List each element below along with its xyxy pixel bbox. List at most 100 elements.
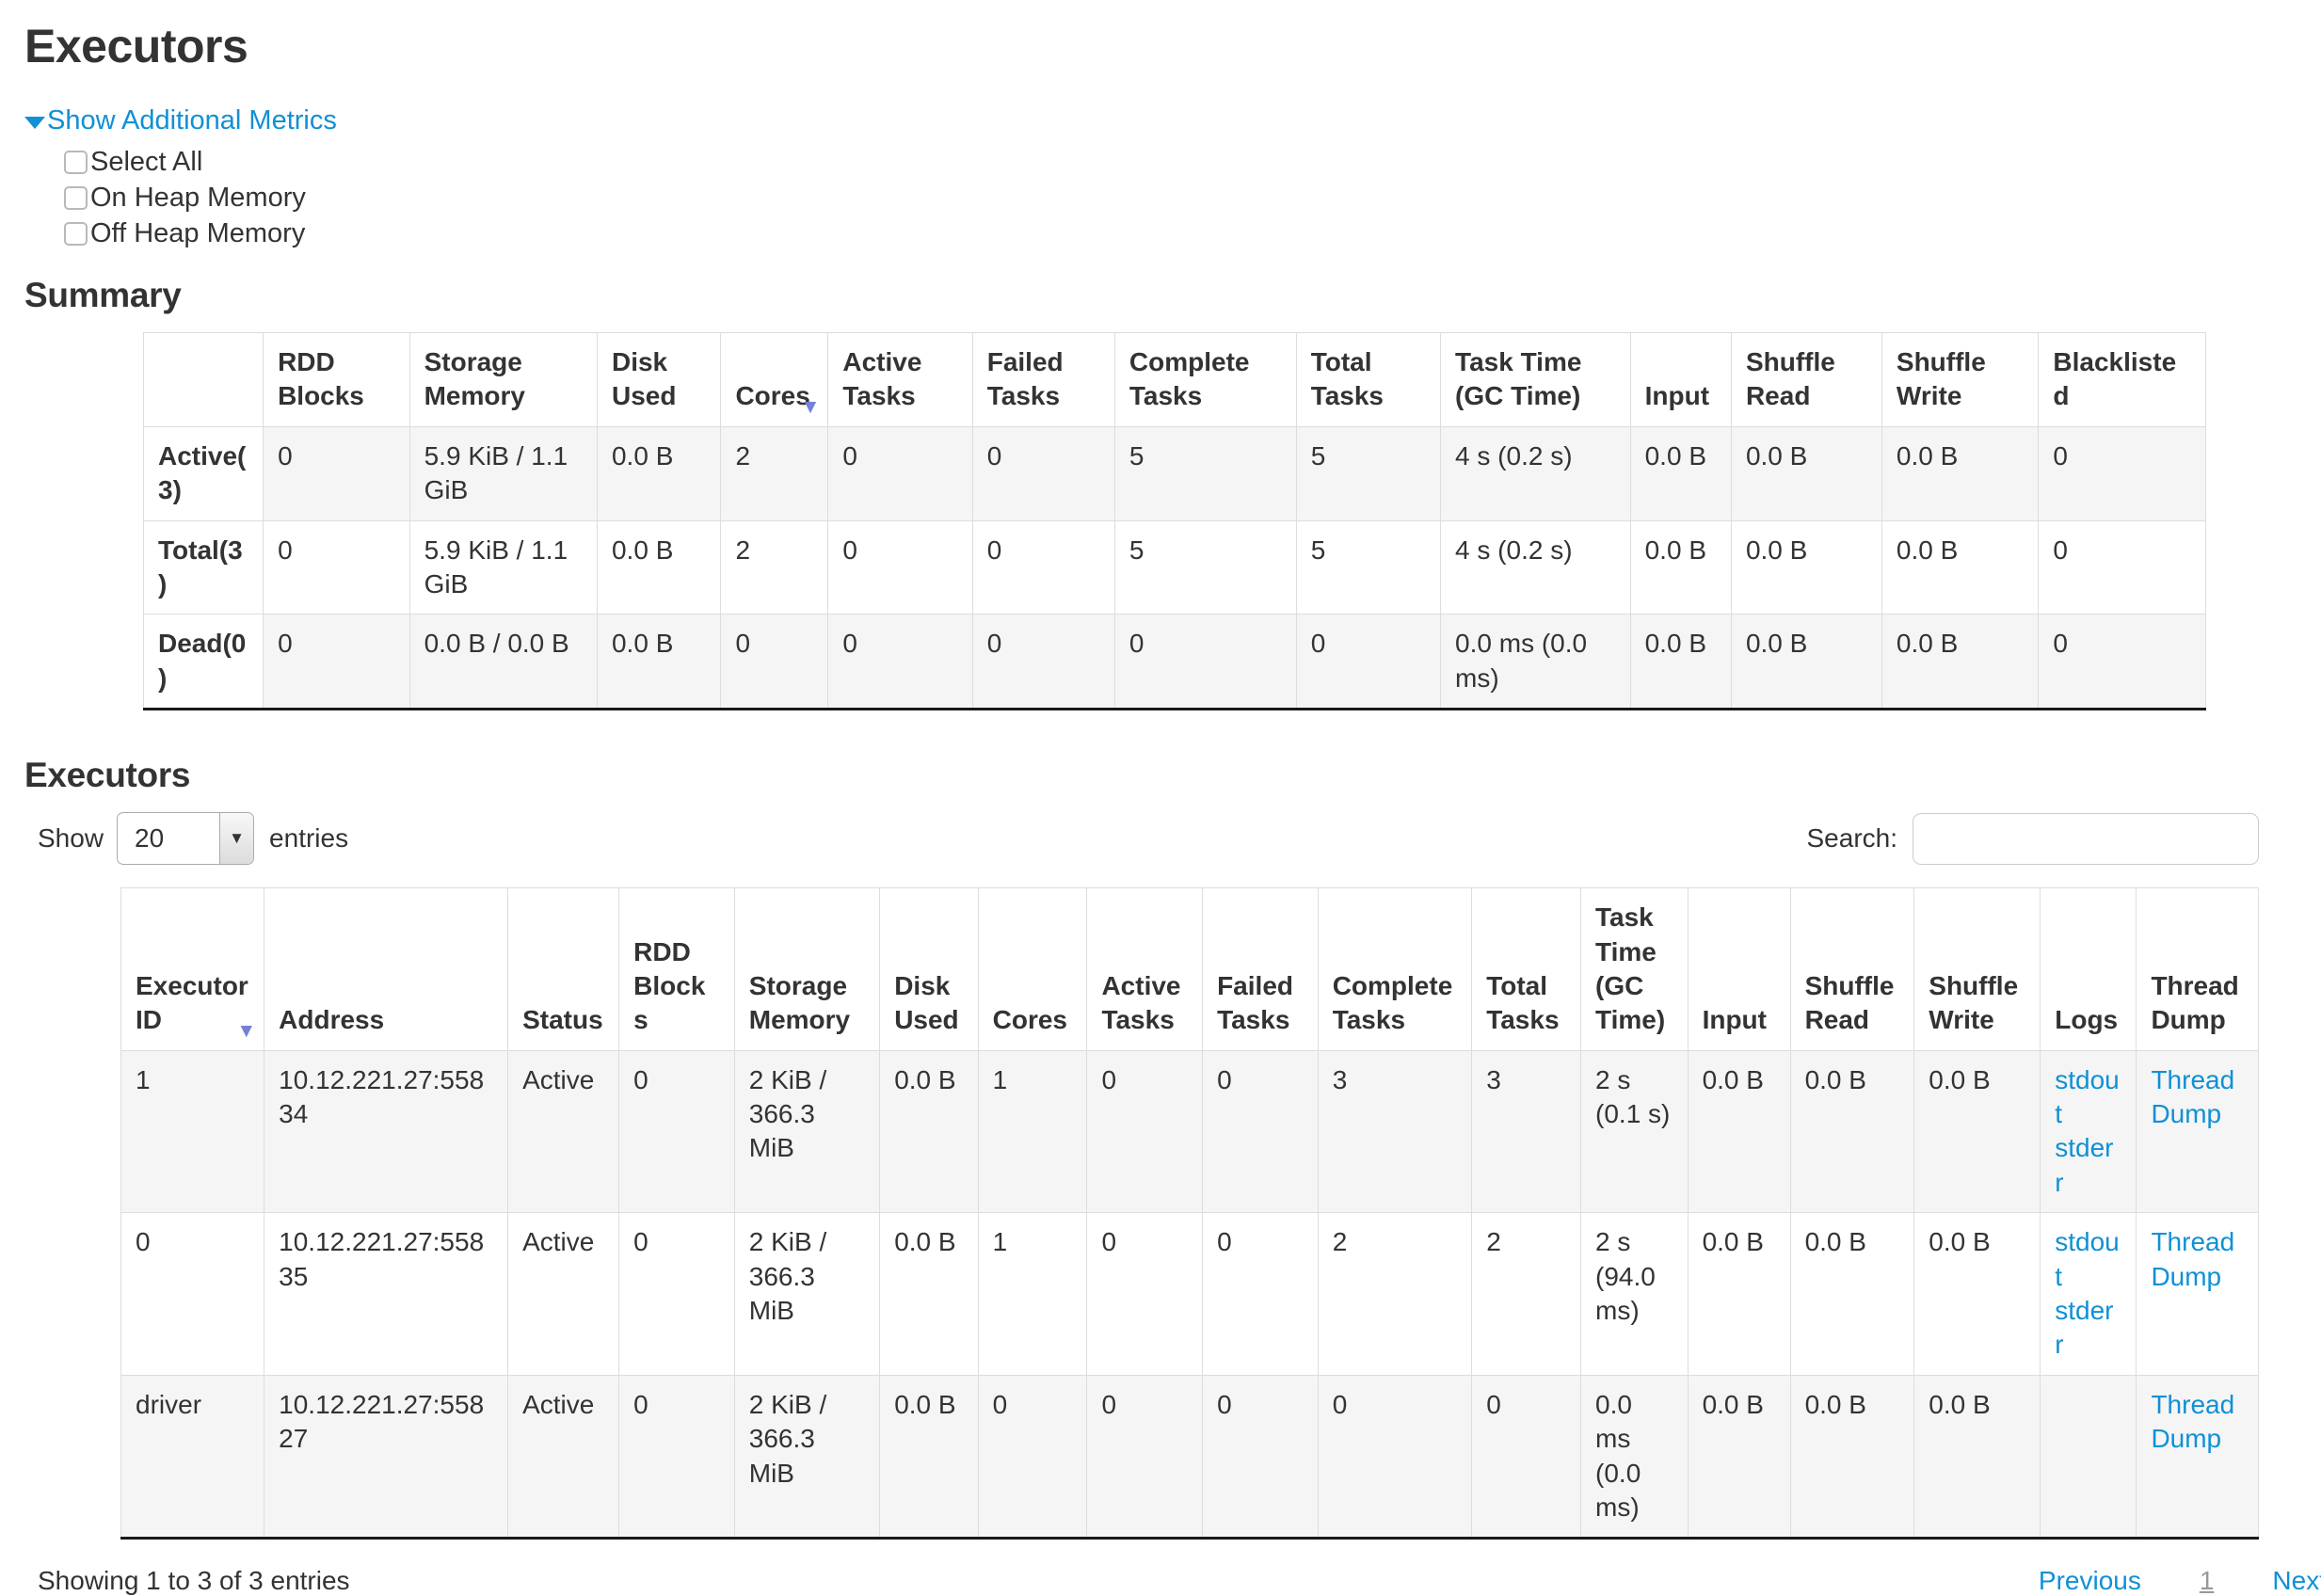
cell-disk_used: 0.0 B bbox=[879, 1212, 979, 1376]
pagination: Previous 1 Next bbox=[2039, 1566, 2321, 1596]
cell-shuffle_read: 0.0 B bbox=[1789, 1212, 1915, 1376]
cell-status: Active bbox=[507, 1212, 620, 1376]
summary-cell: 0 bbox=[971, 425, 1115, 521]
cell-address: 10.12.221.27:55827 bbox=[264, 1374, 509, 1540]
summary-col-task-time-gc-time-[interactable]: Task Time (GC Time) bbox=[1440, 332, 1631, 427]
summary-cell: 0.0 B bbox=[596, 519, 722, 615]
thread-dump-link[interactable]: Thread Dump bbox=[2151, 1389, 2235, 1454]
summary-cell: 0 bbox=[971, 519, 1115, 615]
summary-col-input[interactable]: Input bbox=[1629, 332, 1732, 427]
cell-disk_used: 0.0 B bbox=[879, 1049, 979, 1214]
table-info: Showing 1 to 3 of 3 entries bbox=[38, 1566, 350, 1596]
summary-col-complete-tasks[interactable]: Complete Tasks bbox=[1113, 332, 1297, 427]
summary-col-rdd-blocks[interactable]: RDD Blocks bbox=[263, 332, 410, 427]
summary-cell: 0.0 B bbox=[1730, 519, 1882, 615]
executors-col-input[interactable]: Input bbox=[1687, 887, 1791, 1051]
summary-cell: 0 bbox=[2038, 425, 2206, 521]
summary-cell: 0.0 B bbox=[1629, 519, 1732, 615]
executors-col-shuffle_write[interactable]: Shuffle Write bbox=[1913, 887, 2041, 1051]
metric-item-on-heap-memory[interactable]: On Heap Memory bbox=[64, 180, 2321, 215]
on-heap-memory-checkbox[interactable] bbox=[64, 185, 88, 210]
executors-col-disk_used[interactable]: Disk Used bbox=[879, 887, 979, 1051]
executors-col-complete_tasks[interactable]: Complete Tasks bbox=[1317, 887, 1473, 1051]
executors-col-id[interactable]: Executor ID ▼ bbox=[120, 887, 265, 1051]
entries-select[interactable]: 20 ▼ bbox=[117, 812, 255, 866]
previous-page-button[interactable]: Previous bbox=[2038, 1566, 2141, 1596]
summary-cell: 2 bbox=[720, 519, 829, 615]
stderr-log-link[interactable]: stderr bbox=[2055, 1296, 2114, 1360]
current-page-button[interactable]: 1 bbox=[2199, 1566, 2215, 1596]
metrics-checkbox-list: Select All On Heap Memory Off Heap Memor… bbox=[64, 144, 2321, 251]
summary-col-storage-memory[interactable]: Storage Memory bbox=[408, 332, 598, 427]
executors-col-shuffle_read[interactable]: Shuffle Read bbox=[1789, 887, 1915, 1051]
executors-col-storage_memory[interactable]: Storage Memory bbox=[733, 887, 881, 1051]
stdout-log-link[interactable]: stdout bbox=[2055, 1227, 2120, 1291]
summary-row-dead0: Dead(0) 0 0.0 B / 0.0 B 0.0 B 0 0 0 0 0 0.0 ms (0… bbox=[142, 614, 2206, 710]
executors-col-total_tasks[interactable]: Total Tasks bbox=[1471, 887, 1582, 1051]
entries-select-value: 20 bbox=[135, 823, 165, 854]
summary-col-shuffle-read[interactable]: Shuffle Read bbox=[1730, 332, 1882, 427]
thread-dump-link[interactable]: Thread Dump bbox=[2151, 1227, 2235, 1291]
executors-col-rdd_blocks[interactable]: RDD Blocks bbox=[618, 887, 735, 1051]
cell-total_tasks: 2 bbox=[1471, 1212, 1582, 1376]
stdout-log-link[interactable]: stdout bbox=[2055, 1064, 2120, 1129]
summary-cell: 0 bbox=[827, 519, 973, 615]
cell-logs: stdout stderr bbox=[2040, 1049, 2137, 1214]
summary-col-disk-used[interactable]: Disk Used bbox=[596, 332, 722, 427]
cell-storage_memory: 2 KiB / 366.3 MiB bbox=[733, 1374, 881, 1540]
cell-thread_dump: Thread Dump bbox=[2136, 1374, 2259, 1540]
executors-col-thread_dump[interactable]: Thread Dump bbox=[2136, 887, 2259, 1051]
cell-address: 10.12.221.27:55834 bbox=[264, 1049, 509, 1214]
summary-table: RDD Blocks Storage Memory Disk Used Cores ▼ A… bbox=[142, 332, 2206, 711]
summary-col-shuffle-write[interactable]: Shuffle Write bbox=[1881, 332, 2040, 427]
cell-total_tasks: 3 bbox=[1471, 1049, 1582, 1214]
search-input[interactable] bbox=[1913, 812, 2259, 865]
executors-col-address[interactable]: Address bbox=[264, 887, 509, 1051]
cell-active_tasks: 0 bbox=[1086, 1049, 1204, 1214]
cell-storage_memory: 2 KiB / 366.3 MiB bbox=[733, 1212, 881, 1376]
executors-col-failed_tasks[interactable]: Failed Tasks bbox=[1202, 887, 1319, 1051]
cell-input: 0.0 B bbox=[1687, 1212, 1791, 1376]
cell-complete_tasks: 3 bbox=[1317, 1049, 1473, 1214]
select-all-checkbox[interactable] bbox=[64, 150, 88, 174]
summary-cell: 0 bbox=[720, 614, 829, 710]
executor-row-1: 1 10.12.221.27:55834 Active 0 2 KiB / 366.3 … bbox=[120, 1049, 2259, 1214]
cell-failed_tasks: 0 bbox=[1202, 1212, 1319, 1376]
cell-input: 0.0 B bbox=[1687, 1049, 1791, 1214]
summary-col-total-tasks[interactable]: Total Tasks bbox=[1295, 332, 1442, 427]
summary-col-blacklisted[interactable]: Blacklisted bbox=[2038, 332, 2206, 427]
stderr-log-link[interactable]: stderr bbox=[2055, 1133, 2114, 1197]
thread-dump-link[interactable]: Thread Dump bbox=[2151, 1064, 2235, 1129]
off-heap-memory-checkbox[interactable] bbox=[64, 221, 88, 246]
sort-desc-icon: ▼ bbox=[800, 395, 821, 418]
summary-col-cores[interactable]: Cores ▼ bbox=[720, 332, 829, 427]
executors-col-status[interactable]: Status bbox=[507, 887, 620, 1051]
cell-id: 1 bbox=[120, 1049, 265, 1214]
cell-logs: stdout stderr bbox=[2040, 1212, 2137, 1376]
executors-heading: Executors bbox=[24, 756, 191, 795]
summary-col-active-tasks[interactable]: Active Tasks bbox=[827, 332, 973, 427]
cell-complete_tasks: 0 bbox=[1317, 1374, 1473, 1540]
cell-input: 0.0 B bbox=[1687, 1374, 1791, 1540]
summary-cell: 0 bbox=[263, 614, 410, 710]
metric-item-off-heap-memory[interactable]: Off Heap Memory bbox=[64, 215, 2321, 251]
summary-col-blank[interactable] bbox=[142, 332, 264, 427]
summary-cell: 0.0 B bbox=[1881, 425, 2040, 521]
summary-cell: 4 s (0.2 s) bbox=[1440, 425, 1631, 521]
metric-item-select-all[interactable]: Select All bbox=[64, 144, 2321, 180]
summary-cell: 0.0 B bbox=[1730, 425, 1882, 521]
cell-cores: 1 bbox=[977, 1212, 1088, 1376]
executors-col-logs[interactable]: Logs bbox=[2040, 887, 2137, 1051]
executors-col-task_time[interactable]: Task Time (GC Time) bbox=[1580, 887, 1689, 1051]
show-additional-metrics-toggle[interactable]: Show Additional Metrics bbox=[24, 105, 2321, 136]
cell-rdd_blocks: 0 bbox=[618, 1374, 735, 1540]
summary-cell: 0.0 B bbox=[596, 425, 722, 521]
executors-col-active_tasks[interactable]: Active Tasks bbox=[1086, 887, 1204, 1051]
executors-col-cores[interactable]: Cores bbox=[977, 887, 1088, 1051]
cell-id: driver bbox=[120, 1374, 265, 1540]
summary-col-failed-tasks[interactable]: Failed Tasks bbox=[971, 332, 1115, 427]
sort-desc-icon: ▼ bbox=[236, 1019, 257, 1042]
next-page-button[interactable]: Next bbox=[2272, 1566, 2321, 1596]
